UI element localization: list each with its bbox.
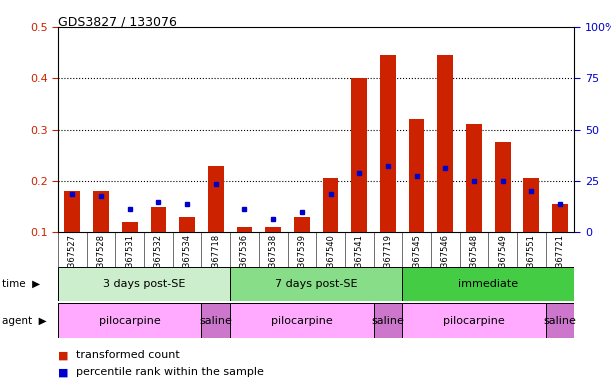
Bar — [466, 124, 482, 232]
Bar — [230, 303, 373, 338]
Bar — [230, 267, 402, 301]
Text: 3 days post-SE: 3 days post-SE — [103, 279, 185, 289]
Bar — [552, 204, 568, 232]
Bar — [373, 303, 402, 338]
Text: time  ▶: time ▶ — [2, 279, 40, 289]
Bar — [351, 78, 367, 232]
Text: percentile rank within the sample: percentile rank within the sample — [76, 367, 264, 377]
Bar — [236, 227, 252, 232]
Bar — [179, 217, 195, 232]
Bar — [546, 303, 574, 338]
Text: transformed count: transformed count — [76, 350, 180, 360]
Bar — [93, 191, 109, 232]
Text: pilocarpine: pilocarpine — [271, 316, 333, 326]
Bar — [150, 207, 166, 232]
Text: immediate: immediate — [458, 279, 518, 289]
Bar — [495, 142, 511, 232]
Bar — [208, 166, 224, 232]
Text: 7 days post-SE: 7 days post-SE — [275, 279, 357, 289]
Text: pilocarpine: pilocarpine — [443, 316, 505, 326]
Bar — [323, 179, 338, 232]
Bar — [58, 267, 230, 301]
Text: saline: saline — [199, 316, 232, 326]
Text: saline: saline — [371, 316, 404, 326]
Bar — [65, 191, 80, 232]
Text: ■: ■ — [58, 350, 68, 360]
Bar — [524, 179, 539, 232]
Text: GDS3827 / 133076: GDS3827 / 133076 — [58, 15, 177, 28]
Bar — [402, 303, 546, 338]
Bar — [58, 303, 202, 338]
Bar — [402, 267, 574, 301]
Bar — [380, 55, 396, 232]
Text: ■: ■ — [58, 367, 68, 377]
Text: saline: saline — [544, 316, 576, 326]
Bar — [294, 217, 310, 232]
Text: pilocarpine: pilocarpine — [99, 316, 161, 326]
Text: agent  ▶: agent ▶ — [2, 316, 46, 326]
Bar — [265, 227, 281, 232]
Bar — [122, 222, 137, 232]
Bar — [437, 55, 453, 232]
Bar — [202, 303, 230, 338]
Bar — [409, 119, 425, 232]
